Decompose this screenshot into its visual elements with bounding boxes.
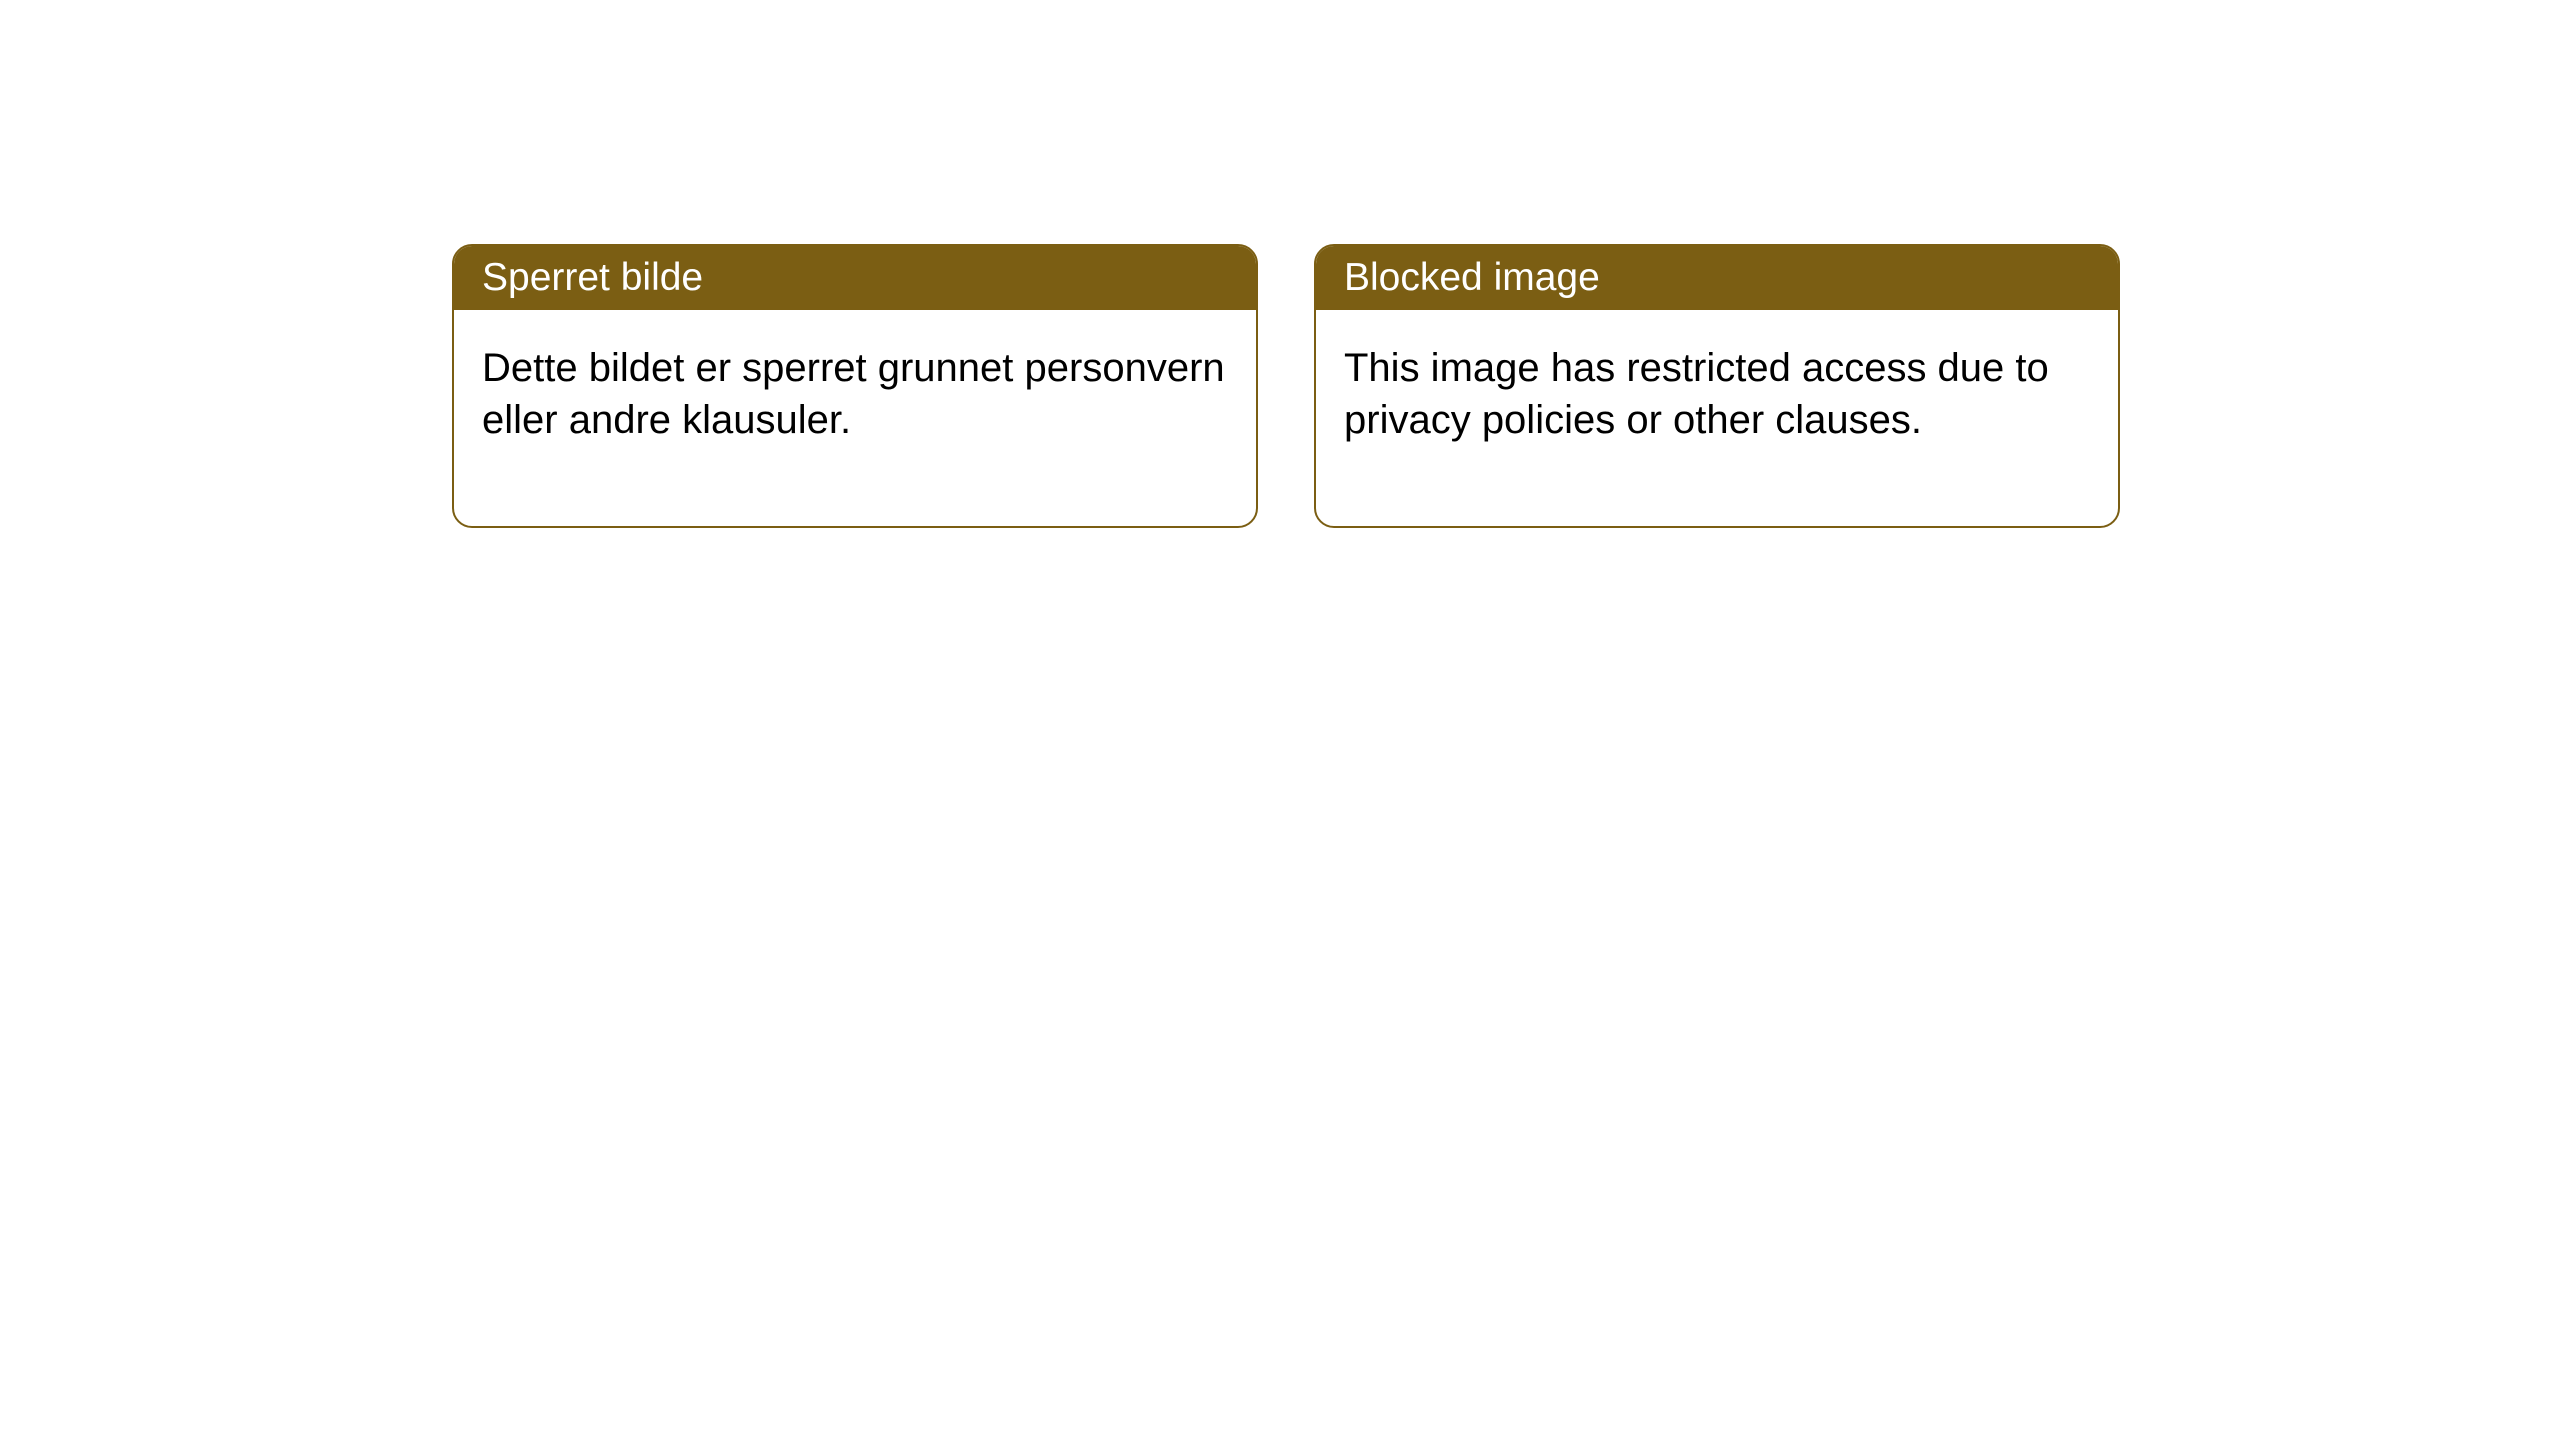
notice-body: This image has restricted access due to … [1316,310,2118,526]
notice-body: Dette bildet er sperret grunnet personve… [454,310,1256,526]
notice-card-norwegian: Sperret bilde Dette bildet er sperret gr… [452,244,1258,528]
notice-card-english: Blocked image This image has restricted … [1314,244,2120,528]
notice-header: Blocked image [1316,246,2118,310]
notice-container: Sperret bilde Dette bildet er sperret gr… [452,244,2120,528]
notice-header: Sperret bilde [454,246,1256,310]
